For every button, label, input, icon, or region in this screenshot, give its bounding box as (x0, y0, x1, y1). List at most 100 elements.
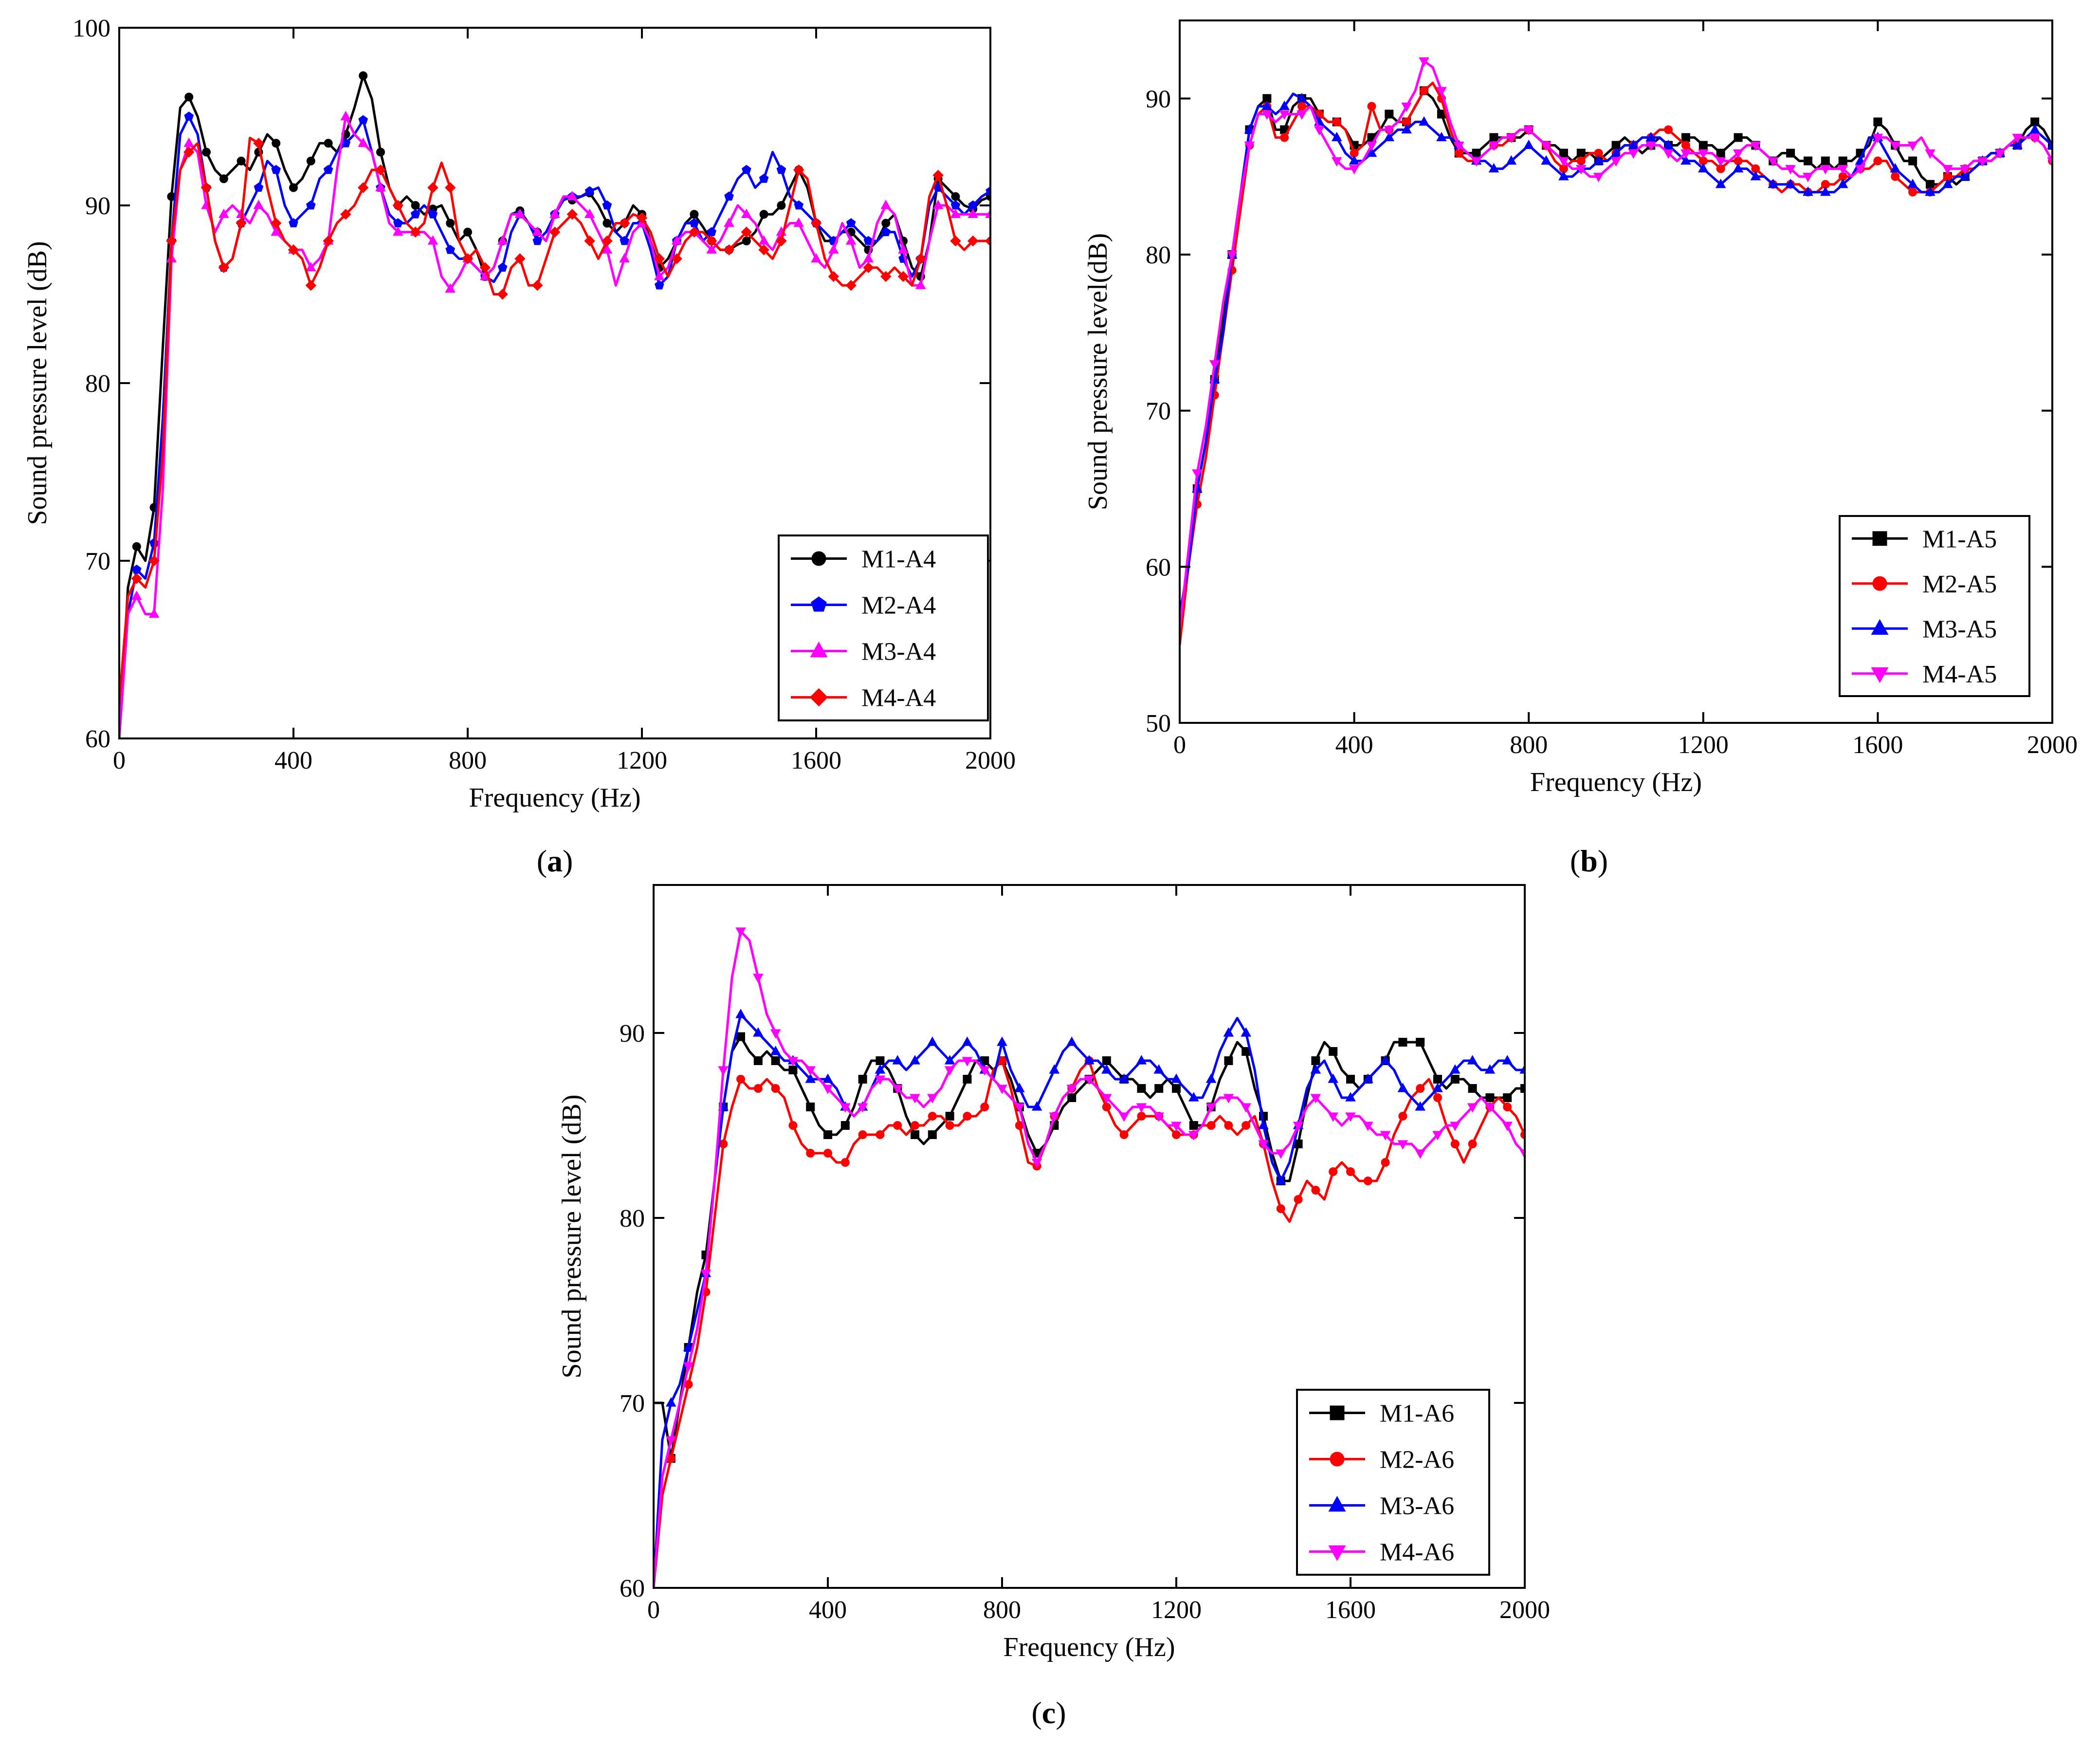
data-point (323, 235, 334, 247)
data-point (1873, 156, 1882, 166)
legend-label: M1-A6 (1380, 1400, 1454, 1428)
data-point (1698, 149, 1709, 159)
data-point (1241, 1027, 1251, 1037)
data-point (1172, 1130, 1181, 1139)
series-M4-A5 (1180, 57, 2052, 631)
data-point (1280, 133, 1289, 142)
x-tick-label: 2000 (2027, 731, 2078, 759)
data-point (531, 280, 543, 291)
data-point (897, 271, 909, 282)
data-point (254, 183, 264, 192)
data-point (1297, 110, 1307, 120)
data-point (1734, 156, 1743, 166)
y-tick-label: 60 (85, 725, 110, 753)
legend-marker (810, 642, 828, 658)
chart-panel-a: 0 400 800 1200 1600 2000 60 70 80 90 100 Frequency … (22, 15, 1016, 878)
data-point (1925, 186, 1936, 196)
data-point (666, 1436, 676, 1446)
data-point (445, 283, 456, 293)
data-point (166, 235, 177, 247)
legend-label: M2-A4 (861, 592, 936, 620)
data-point (1559, 148, 1568, 158)
data-point (1118, 1112, 1130, 1122)
data-point (770, 1029, 781, 1039)
x-tick-label: 800 (449, 747, 487, 774)
data-point (1067, 1093, 1077, 1102)
data-point (777, 201, 786, 210)
data-point (218, 262, 230, 273)
data-point (1346, 1167, 1355, 1176)
data-point (1297, 92, 1307, 102)
data-point (742, 237, 751, 245)
data-point (1242, 1047, 1251, 1056)
data-point (1118, 1073, 1130, 1083)
data-point (1908, 187, 1917, 197)
data-point (1838, 156, 1847, 166)
data-point (1154, 1084, 1164, 1093)
data-point (1821, 156, 1830, 166)
data-point (359, 71, 368, 80)
x-tick-label: 1200 (617, 747, 667, 774)
data-point (1188, 1092, 1199, 1102)
y-tick-label: 90 (1146, 85, 1171, 113)
panel-paren-close: ) (563, 844, 573, 878)
data-point (1503, 1093, 1512, 1102)
data-point (1363, 1122, 1373, 1131)
data-point (1432, 1083, 1443, 1092)
data-point (1698, 163, 1709, 173)
legend-label: M4-A5 (1922, 661, 1997, 688)
legend-marker (811, 596, 827, 612)
data-point (758, 235, 769, 245)
data-point (237, 156, 246, 166)
y-tick-label: 80 (620, 1205, 645, 1233)
data-point (1223, 1094, 1234, 1104)
data-point (514, 253, 526, 264)
data-point (463, 227, 472, 237)
data-point (1559, 164, 1568, 173)
data-point (1331, 131, 1342, 142)
data-point (1350, 148, 1359, 158)
data-point (427, 182, 438, 193)
data-point (1523, 126, 1534, 136)
x-tick-label: 1600 (1325, 1596, 1376, 1624)
data-point (1519, 1064, 1525, 1074)
data-point (689, 226, 700, 238)
data-point (602, 235, 613, 247)
data-point (805, 1066, 816, 1076)
data-point (875, 1075, 886, 1085)
data-point (131, 564, 142, 574)
data-point (707, 227, 717, 237)
data-point (1223, 1027, 1234, 1037)
data-point (358, 137, 368, 147)
legend-label: M4-A4 (861, 684, 936, 712)
x-tick-label: 400 (809, 1596, 847, 1624)
y-axis-title: Sound pressure level(dB) (1083, 233, 1113, 510)
data-point (1367, 102, 1376, 111)
data-point (462, 253, 474, 264)
data-point (706, 244, 717, 254)
data-point (1294, 1195, 1303, 1204)
data-point (962, 1057, 973, 1067)
data-point (1907, 179, 1918, 188)
data-point (845, 235, 857, 245)
data-point (305, 280, 317, 291)
data-point (741, 208, 752, 218)
data-point (1137, 1084, 1146, 1093)
data-point (2029, 133, 2040, 144)
data-point (1502, 1122, 1513, 1131)
data-point (497, 262, 508, 272)
data-point (1715, 157, 1726, 167)
legend-marker (1328, 1496, 1346, 1512)
data-point (1366, 147, 1377, 157)
data-point (986, 186, 990, 196)
data-point (753, 1056, 763, 1065)
data-point (1925, 149, 1936, 159)
data-point (1310, 1094, 1321, 1104)
data-point (272, 139, 281, 148)
data-point (1716, 164, 1725, 173)
data-point (980, 1103, 989, 1111)
data-point (1206, 1121, 1216, 1130)
data-point (1014, 1103, 1025, 1113)
data-point (1734, 133, 1743, 142)
data-point (357, 182, 369, 193)
